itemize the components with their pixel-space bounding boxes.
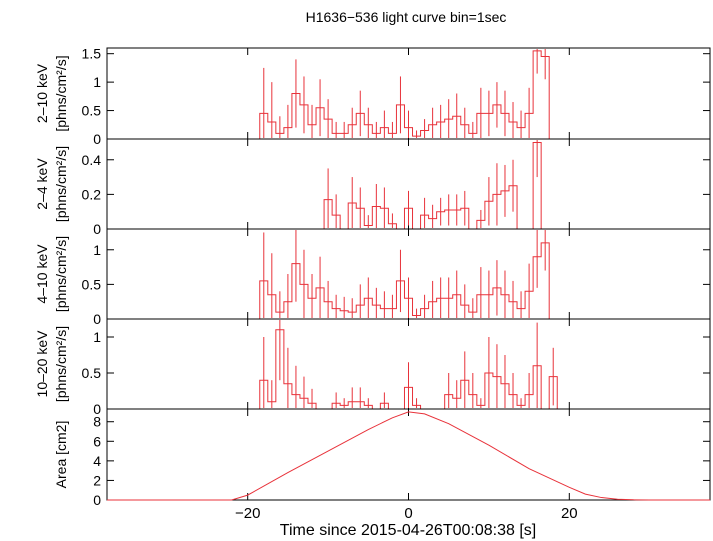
y-axis-label: Area [cm2] [53, 421, 69, 489]
y-tick-label: 4 [93, 453, 101, 469]
series-line [107, 411, 710, 501]
y-axis-label-band: 2–10 keV [34, 63, 50, 123]
y-tick-label: 1 [93, 74, 101, 90]
y-tick-label: 1.5 [82, 46, 102, 62]
y-tick-label: 0.5 [82, 365, 102, 381]
y-axis-label-unit: [phns/cm²/s] [53, 326, 69, 402]
series-line [108, 50, 709, 140]
series-line [108, 141, 709, 230]
y-tick-label: 1 [93, 329, 101, 345]
series-line [108, 242, 709, 320]
y-tick-label: 0.5 [82, 276, 102, 292]
y-tick-label: 8 [93, 414, 101, 430]
y-axis-label-band: 10–20 keV [34, 330, 50, 398]
y-axis-label-band: 2–4 keV [34, 158, 50, 210]
x-axis-label: Time since 2015-04-26T00:08:38 [s] [280, 522, 536, 539]
y-tick-label: 0.5 [82, 103, 102, 119]
chart-panels: 00.511.52–10 keV [phns/cm²/s]00.20.42–4 k… [34, 46, 711, 522]
series-line [108, 329, 709, 410]
x-tick-label: 0 [404, 505, 412, 522]
y-axis-label-unit: [phns/cm²/s] [53, 55, 69, 131]
y-axis-label-band: 4–10 keV [34, 244, 50, 304]
x-tick-label: 20 [561, 505, 578, 522]
y-tick-label: 0 [93, 401, 101, 417]
y-tick-label: 2 [93, 472, 101, 488]
y-tick-label: 0 [93, 221, 101, 237]
y-tick-label: 0 [93, 131, 101, 147]
y-tick-label: 0.4 [82, 152, 102, 168]
y-tick-label: 0.2 [82, 186, 102, 202]
y-tick-label: 1 [93, 242, 101, 258]
x-tick-label: −20 [235, 505, 260, 522]
y-tick-label: 6 [93, 433, 101, 449]
chart-title: H1636−536 light curve bin=1sec [306, 9, 507, 25]
y-tick-label: 0 [93, 492, 101, 508]
y-tick-label: 0 [93, 311, 101, 327]
y-axis-label-unit: [phns/cm²/s] [53, 236, 69, 312]
y-axis-label-unit: [phns/cm²/s] [53, 146, 69, 222]
panel-frame [106, 408, 711, 501]
